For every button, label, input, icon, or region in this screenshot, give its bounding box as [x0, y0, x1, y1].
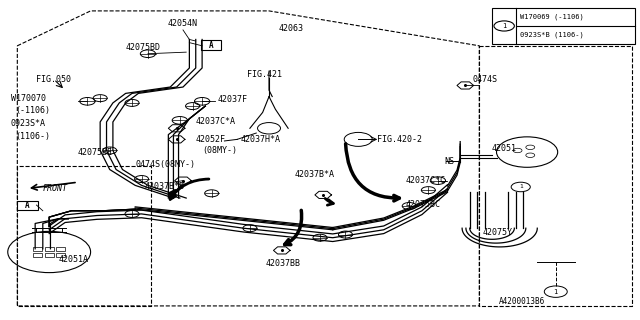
- Text: 42054N: 42054N: [168, 19, 198, 28]
- FancyBboxPatch shape: [201, 40, 221, 50]
- Bar: [45, 247, 54, 251]
- Text: 42037C*A: 42037C*A: [196, 117, 236, 126]
- Text: 42063: 42063: [278, 24, 303, 33]
- Bar: [45, 253, 54, 257]
- Text: W170070: W170070: [11, 94, 46, 103]
- Bar: [33, 247, 42, 251]
- Text: 42075BE: 42075BE: [78, 148, 113, 156]
- Text: (08MY-): (08MY-): [202, 146, 237, 155]
- Text: NS: NS: [444, 157, 454, 166]
- Text: 42075BC: 42075BC: [406, 200, 441, 209]
- Text: 0474S: 0474S: [473, 75, 498, 84]
- Text: 42037B*B: 42037B*B: [145, 182, 185, 191]
- Text: A: A: [209, 41, 213, 50]
- Text: 0923S*B (1106-): 0923S*B (1106-): [520, 31, 584, 38]
- Text: 42075BD: 42075BD: [125, 43, 161, 52]
- Text: A: A: [25, 201, 30, 210]
- FancyBboxPatch shape: [17, 201, 38, 210]
- Text: 42075Y: 42075Y: [483, 228, 513, 237]
- Bar: [56, 253, 65, 257]
- Text: 42052F: 42052F: [196, 135, 226, 144]
- Text: (-1106): (-1106): [15, 106, 51, 115]
- Text: 0474S(08MY-): 0474S(08MY-): [135, 160, 195, 169]
- Text: 42051: 42051: [492, 144, 517, 153]
- Text: (1106-): (1106-): [15, 132, 51, 141]
- Text: 42037F: 42037F: [218, 95, 248, 104]
- Text: 0923S*A: 0923S*A: [11, 119, 46, 128]
- Text: 1: 1: [519, 184, 523, 189]
- Text: FIG.421: FIG.421: [246, 70, 282, 79]
- Text: FRONT: FRONT: [43, 184, 68, 193]
- Text: 1: 1: [502, 23, 506, 29]
- Bar: [492, 8, 636, 44]
- Text: A4200013B6: A4200013B6: [499, 297, 545, 306]
- Bar: [56, 247, 65, 251]
- Text: 1: 1: [554, 289, 558, 295]
- Text: 42051A: 42051A: [59, 255, 89, 264]
- Text: 42037C*C: 42037C*C: [406, 176, 446, 185]
- Text: FIG.050: FIG.050: [36, 75, 72, 84]
- Text: FIG.420-2: FIG.420-2: [378, 135, 422, 144]
- Text: 42037B*A: 42037B*A: [294, 170, 335, 179]
- Text: 42037H*A: 42037H*A: [241, 135, 280, 144]
- Text: 42037BB: 42037BB: [266, 259, 301, 268]
- Bar: [33, 253, 42, 257]
- Text: W170069 (-1106): W170069 (-1106): [520, 13, 584, 20]
